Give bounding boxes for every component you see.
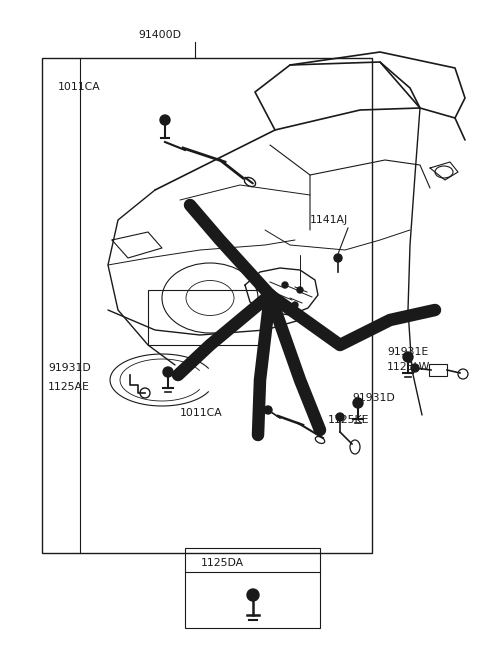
Circle shape: [334, 254, 342, 262]
Circle shape: [411, 364, 419, 372]
Circle shape: [160, 115, 170, 125]
Text: 91400D: 91400D: [139, 30, 181, 40]
Circle shape: [282, 282, 288, 288]
Text: 91931D: 91931D: [352, 393, 395, 403]
Text: 1141AJ: 1141AJ: [310, 215, 348, 225]
Text: 1125DA: 1125DA: [201, 558, 243, 568]
Text: 1125KE: 1125KE: [328, 415, 370, 425]
FancyArrowPatch shape: [245, 178, 253, 183]
Circle shape: [264, 406, 272, 414]
Bar: [429, 364, 447, 376]
Text: 91931E: 91931E: [387, 347, 428, 357]
Bar: [185, 548, 320, 628]
Circle shape: [297, 287, 303, 293]
Text: 1123LW: 1123LW: [387, 362, 431, 372]
Text: 91931D: 91931D: [48, 363, 91, 373]
Circle shape: [247, 589, 259, 601]
Bar: [148, 290, 268, 345]
Text: 1125AE: 1125AE: [48, 382, 90, 392]
Text: 1011CA: 1011CA: [180, 408, 223, 418]
Bar: [42, 58, 372, 553]
Text: 1011CA: 1011CA: [58, 82, 101, 92]
Circle shape: [336, 413, 344, 421]
Circle shape: [267, 292, 273, 298]
Circle shape: [403, 352, 413, 362]
Circle shape: [292, 302, 298, 308]
Circle shape: [163, 367, 173, 377]
Circle shape: [353, 398, 363, 408]
